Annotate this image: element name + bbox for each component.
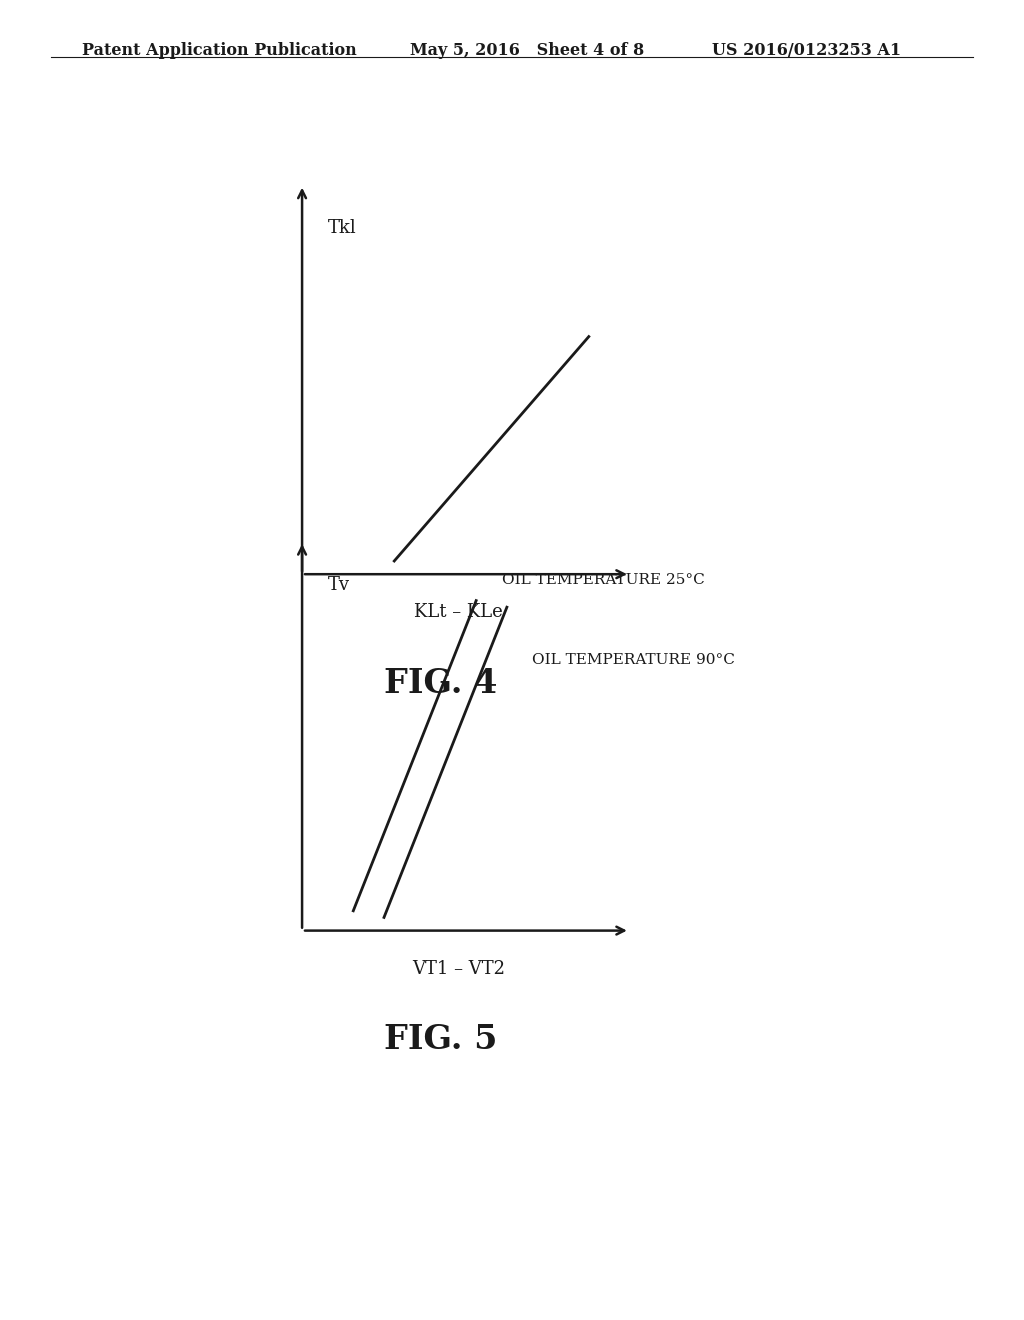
Text: KLt – KLe: KLt – KLe bbox=[414, 603, 503, 622]
Text: Tv: Tv bbox=[328, 576, 349, 594]
Text: FIG. 5: FIG. 5 bbox=[384, 1023, 497, 1056]
Text: OIL TEMPERATURE 25°C: OIL TEMPERATURE 25°C bbox=[502, 573, 705, 587]
Text: US 2016/0123253 A1: US 2016/0123253 A1 bbox=[712, 42, 901, 59]
Text: FIG. 4: FIG. 4 bbox=[384, 667, 497, 700]
Text: Tkl: Tkl bbox=[328, 219, 356, 238]
Text: VT1 – VT2: VT1 – VT2 bbox=[412, 960, 505, 978]
Text: OIL TEMPERATURE 90°C: OIL TEMPERATURE 90°C bbox=[532, 653, 735, 667]
Text: Patent Application Publication: Patent Application Publication bbox=[82, 42, 356, 59]
Text: May 5, 2016   Sheet 4 of 8: May 5, 2016 Sheet 4 of 8 bbox=[410, 42, 644, 59]
